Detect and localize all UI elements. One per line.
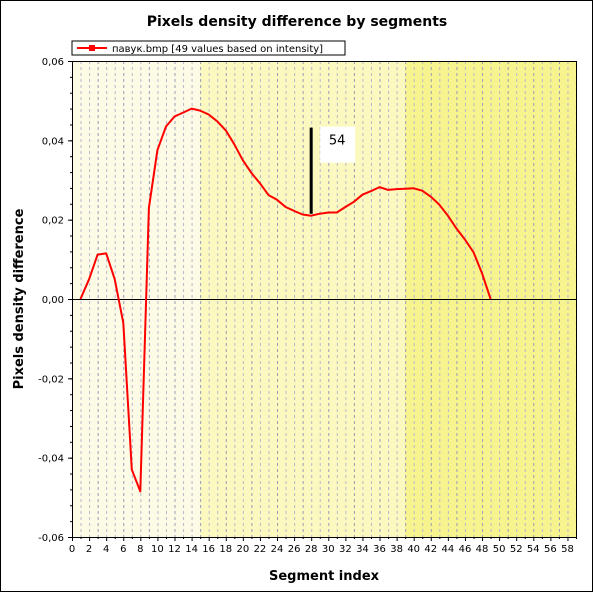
x-tick-label: 34 (356, 544, 369, 555)
legend: павук.bmp [49 values based on intensity] (71, 40, 346, 56)
x-tick-label: 28 (305, 544, 318, 555)
x-tick-label: 58 (561, 544, 574, 555)
x-tick-label: 20 (236, 544, 249, 555)
annotation-label: 54 (329, 134, 346, 149)
x-tick-label: 4 (103, 544, 109, 555)
y-tick-label: 0,06 (42, 57, 64, 68)
legend-label: павук.bmp [49 values based on intensity] (112, 44, 323, 55)
x-axis-ticks: 0 2 4 6 8 10 12 14 16 18 20 22 24 26 28 30 32 34 36 38 40 42 4… (69, 537, 577, 555)
legend-box (71, 40, 346, 56)
x-tick-label: 30 (322, 544, 335, 555)
y-tick-label: -0,02 (38, 374, 64, 385)
x-tick-label: 22 (254, 544, 267, 555)
x-tick-label: 56 (544, 544, 557, 555)
x-tick-label: 24 (271, 544, 284, 555)
annotation-box (320, 126, 356, 163)
x-tick-label: 8 (137, 544, 143, 555)
x-tick-label: 44 (441, 544, 454, 555)
x-tick-label: 48 (476, 544, 489, 555)
y-axis-ticks: -0,06 -0,04 -0,02 0,00 0,02 0,04 0,06 (38, 57, 72, 544)
x-tick-label: 36 (373, 544, 386, 555)
y-tick-label: 0,00 (42, 295, 64, 306)
x-tick-label: 26 (288, 544, 301, 555)
x-tick-label: 18 (219, 544, 232, 555)
x-tick-label: 6 (120, 544, 126, 555)
x-tick-label: 42 (424, 544, 437, 555)
legend-marker (89, 45, 95, 51)
x-tick-label: 40 (407, 544, 420, 555)
x-tick-label: 38 (390, 544, 403, 555)
x-tick-label: 10 (151, 544, 164, 555)
x-tick-label: 0 (69, 544, 75, 555)
x-tick-label: 54 (527, 544, 540, 555)
x-tick-label: 14 (185, 544, 198, 555)
chart-title: Pixels density difference by segments (147, 14, 448, 30)
x-tick-label: 32 (339, 544, 352, 555)
y-tick-label: -0,06 (38, 533, 64, 544)
series-line (79, 107, 492, 493)
x-tick-label: 16 (202, 544, 215, 555)
x-tick-label: 12 (168, 544, 181, 555)
x-tick-label: 46 (459, 544, 472, 555)
x-tick-label: 52 (510, 544, 523, 555)
x-axis-label: Segment index (269, 569, 380, 584)
y-tick-label: -0,04 (38, 454, 64, 465)
x-tick-label: 50 (493, 544, 506, 555)
y-axis-label: Pixels density difference (12, 208, 27, 389)
y-tick-label: 0,04 (42, 136, 64, 147)
y-tick-label: 0,02 (42, 216, 64, 227)
x-tick-label: 2 (86, 544, 92, 555)
vertical-grid (80, 61, 569, 537)
